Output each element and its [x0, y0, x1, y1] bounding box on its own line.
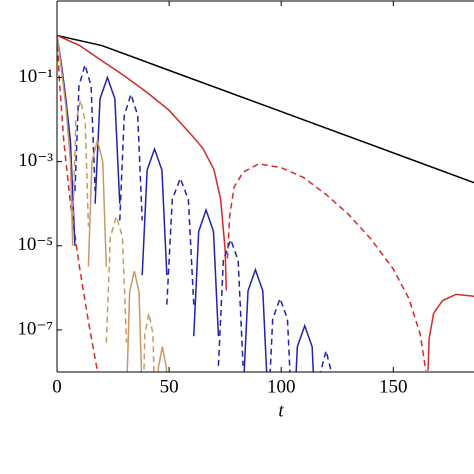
y-tick-label: 10⁻³: [18, 150, 53, 171]
x-tick-label: 0: [52, 376, 62, 397]
x-axis-label: t: [278, 400, 284, 421]
plot-area: [57, 34, 474, 372]
x-tick-label: 50: [160, 376, 179, 397]
series-line: [57, 34, 474, 184]
series-line: [57, 35, 315, 372]
x-tick-label: 100: [267, 376, 296, 397]
y-tick-label: 10⁻⁷: [17, 318, 53, 339]
series-line: [74, 62, 333, 372]
series-line: [57, 35, 168, 372]
y-tick-label: 10⁻¹: [18, 66, 53, 87]
y-tick-label: 10⁻⁵: [17, 234, 53, 255]
x-tick-label: 150: [379, 376, 408, 397]
series-line: [57, 35, 427, 371]
series-line: [57, 34, 474, 371]
series-line: [71, 99, 155, 372]
